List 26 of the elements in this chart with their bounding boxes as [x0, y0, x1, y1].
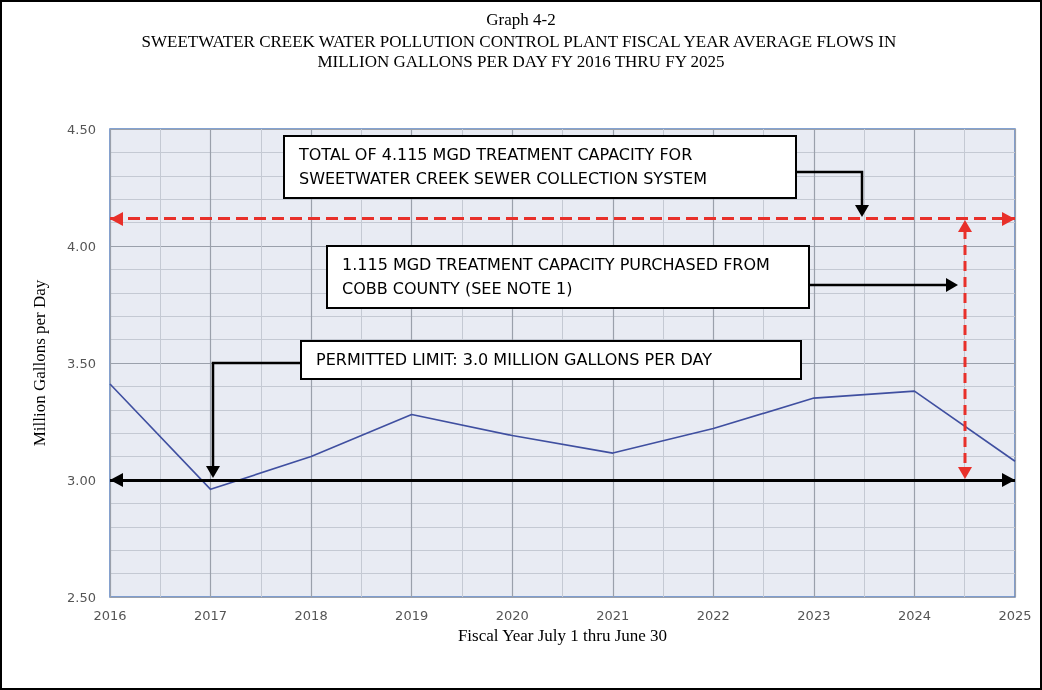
x-tick-label: 2017: [194, 608, 228, 623]
line-series: [109, 383, 1016, 491]
callout-box: PERMITTED LIMIT: 3.0 MILLION GALLONS PER DAY: [300, 340, 802, 380]
ref-line-label: PERMITTED LIMIT: 3.0 MILLION GALLONS PER DAY: [316, 350, 712, 369]
x-tick-label: 2023: [797, 608, 831, 623]
chart-title: Graph 4-2: [486, 9, 556, 29]
callout-box: 1.115 MGD TREATMENT CAPACITY PURCHASED FROM COBB COUNTY (SEE NOTE 1): [326, 245, 810, 309]
y-tick-label: 4.00: [67, 238, 96, 254]
x-tick-label: 2021: [596, 608, 630, 623]
x-tick-label: 2020: [495, 608, 529, 623]
chart-subtitle: SWEETWATER CREEK WATER POLLUTION CONTROL PLANT FISCAL YEAR AVERAGE FLOWS IN MILLION GALLONS PER DAY FY 2016 THRU FY 2025: [141, 31, 901, 71]
ref-line-label: TOTAL OF 4.115 MGD TREATMENT CAPACITY FOR SWEETWATER CREEK SEWER COLLECTION SYSTEM: [299, 145, 707, 188]
annotation: 1.115 MGD TREATMENT CAPACITY PURCHASED FROM COBB COUNTY (SEE NOTE 1): [342, 255, 770, 298]
x-tick-label: 2022: [696, 608, 730, 623]
x-tick-label: 2019: [395, 608, 429, 623]
x-tick-label: 2024: [897, 608, 931, 623]
x-tick-label: 2016: [93, 608, 127, 623]
y-tick-label: 3.50: [67, 355, 96, 371]
y-tick-label: 2.50: [67, 589, 96, 605]
y-tick-label: 3.00: [67, 472, 96, 488]
y-axis-title: Million Gallons per Day: [30, 279, 49, 447]
x-tick-label: 2025: [998, 608, 1032, 623]
y-tick-label: 4.50: [67, 121, 96, 137]
x-tick-label: 2018: [294, 608, 328, 623]
callout-box: TOTAL OF 4.115 MGD TREATMENT CAPACITY FOR SWEETWATER CREEK SEWER COLLECTION SYSTEM: [283, 135, 797, 199]
x-axis-title: Fiscal Year July 1 thru June 30: [457, 626, 668, 645]
